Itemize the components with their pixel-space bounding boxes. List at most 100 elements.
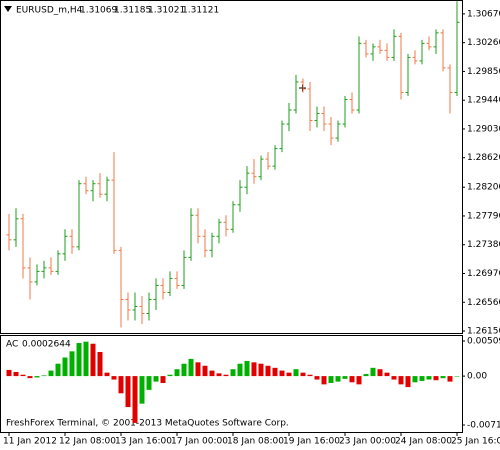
histogram-bar xyxy=(139,376,145,404)
histogram-bar xyxy=(195,362,201,377)
header-close: 1.31121 xyxy=(182,6,219,16)
histogram-bar xyxy=(97,352,103,377)
x-tick-label: 25 Jan 16:00 xyxy=(451,437,500,447)
histogram-bar xyxy=(335,376,341,382)
histogram-bar xyxy=(41,375,47,377)
histogram-bar xyxy=(76,343,82,377)
y-tick-label: 1.29030 xyxy=(467,124,500,134)
histogram-bar xyxy=(237,363,243,377)
histogram-bar xyxy=(202,365,208,377)
indicator-value: 0.0002644 xyxy=(22,340,71,350)
histogram-bar xyxy=(412,376,418,383)
histogram-bar xyxy=(90,343,96,377)
histogram-bar xyxy=(62,357,68,377)
y-tick-label: 1.30670 xyxy=(467,9,500,19)
menu-triangle xyxy=(4,6,12,12)
histogram-bar xyxy=(286,372,292,377)
histogram-bar xyxy=(160,376,166,383)
histogram-bar xyxy=(251,362,257,377)
y-tick-label: 0.00 xyxy=(467,372,487,382)
indicator-name: AC xyxy=(6,340,18,350)
histogram-bar xyxy=(167,374,173,377)
histogram-bar xyxy=(48,370,54,377)
y-tick-label: 1.29850 xyxy=(467,67,500,77)
histogram-bar xyxy=(146,376,152,390)
histogram-bar xyxy=(216,373,222,377)
histogram-bar xyxy=(230,369,236,377)
x-tick-label: 12 Jan 08:00 xyxy=(59,437,116,447)
histogram-bar xyxy=(244,360,250,377)
y-tick-label: 1.28200 xyxy=(467,183,500,193)
header-low: 1.31021 xyxy=(148,6,185,16)
histogram-bar xyxy=(447,376,453,382)
histogram-bar xyxy=(188,358,194,377)
histogram-bar xyxy=(223,374,229,377)
symbol-title: EURUSD_m,H4 xyxy=(16,6,83,16)
histogram-bar xyxy=(356,376,362,385)
histogram-bar xyxy=(265,365,271,377)
histogram-bar xyxy=(328,376,334,383)
histogram-bar xyxy=(405,376,411,388)
histogram-bar xyxy=(153,376,159,382)
y-tick-label: 0.005096 xyxy=(467,337,500,347)
histogram-bar xyxy=(279,370,285,377)
x-tick-label: 11 Jan 2012 xyxy=(3,437,57,447)
y-tick-label: 1.27380 xyxy=(467,240,500,250)
histogram-bar xyxy=(55,363,61,377)
histogram-bar xyxy=(34,376,40,378)
histogram-bar xyxy=(321,376,327,385)
header-open: 1.31069 xyxy=(80,6,117,16)
x-tick-label: 24 Jan 08:00 xyxy=(395,437,452,447)
y-tick-label: 1.26560 xyxy=(467,298,500,308)
histogram-bar xyxy=(104,372,110,377)
histogram-bar xyxy=(111,376,117,380)
indicator-panel-frame xyxy=(0,335,463,433)
header-high: 1.31185 xyxy=(114,6,151,16)
x-tick-label: 17 Jan 00:00 xyxy=(171,437,228,447)
histogram-bar xyxy=(13,371,19,377)
histogram-bar xyxy=(342,376,348,379)
histogram-bar xyxy=(6,369,12,377)
histogram-bar xyxy=(125,376,131,408)
histogram-bar xyxy=(209,370,215,377)
y-tick-label: 1.30260 xyxy=(467,38,500,48)
histogram-bar xyxy=(258,363,264,377)
histogram-bar xyxy=(454,376,460,377)
copyright: FreshForex Terminal, © 2001-2013 MetaQuo… xyxy=(6,419,289,429)
histogram-bar xyxy=(363,374,369,377)
histogram-bar xyxy=(314,376,320,380)
histogram-bar xyxy=(377,369,383,377)
histogram-bar xyxy=(391,376,397,380)
histogram-bar xyxy=(419,376,425,381)
histogram-bar xyxy=(272,367,278,377)
histogram-bar xyxy=(384,372,390,377)
histogram-bar xyxy=(426,376,432,380)
histogram-bar xyxy=(69,351,75,377)
y-tick-label: -0.007105 xyxy=(467,421,500,431)
y-tick-label: 1.28620 xyxy=(467,153,500,163)
histogram-bar xyxy=(132,376,138,423)
x-tick-label: 18 Jan 08:00 xyxy=(227,437,284,447)
histogram-bar xyxy=(300,372,306,377)
histogram-bar xyxy=(370,367,376,377)
x-tick-label: 19 Jan 16:00 xyxy=(283,437,340,447)
y-tick-label: 1.29440 xyxy=(467,96,500,106)
x-tick-label: 23 Jan 00:00 xyxy=(339,437,396,447)
histogram-bar xyxy=(307,374,313,377)
histogram-bar xyxy=(181,363,187,377)
histogram-bar xyxy=(398,376,404,385)
histogram-bar xyxy=(118,376,124,394)
histogram-bar xyxy=(174,369,180,377)
histogram-bar xyxy=(349,376,355,383)
histogram-bar xyxy=(433,376,439,381)
x-tick-label: 13 Jan 16:00 xyxy=(115,437,172,447)
y-tick-label: 1.26970 xyxy=(467,269,500,279)
histogram-bar xyxy=(293,369,299,377)
histogram-bar xyxy=(20,374,26,377)
histogram-bar xyxy=(83,341,89,377)
histogram-bar xyxy=(27,376,33,379)
histogram-bar xyxy=(440,376,446,379)
price-panel-frame xyxy=(0,0,463,334)
